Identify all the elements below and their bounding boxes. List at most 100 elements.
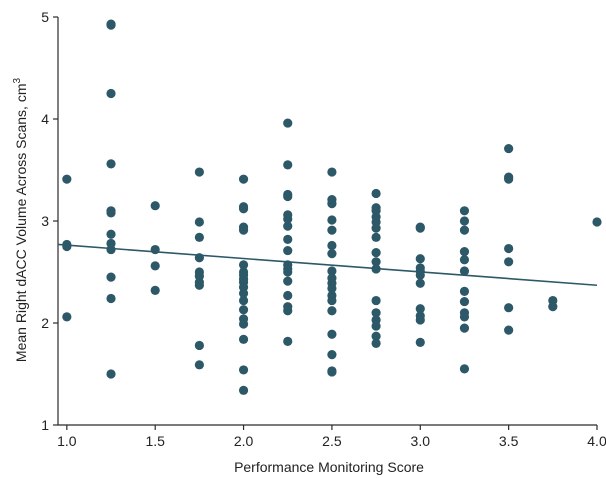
data-point xyxy=(194,217,204,227)
data-point xyxy=(194,232,204,242)
data-point xyxy=(106,159,116,169)
data-point xyxy=(459,216,470,226)
data-point xyxy=(150,244,160,255)
data-point xyxy=(283,118,293,128)
x-tick-label: 3.5 xyxy=(499,433,519,449)
data-point xyxy=(459,296,470,307)
data-point xyxy=(283,336,293,346)
data-point xyxy=(283,267,293,277)
data-point xyxy=(548,302,558,312)
data-point xyxy=(327,367,337,377)
data-point xyxy=(415,278,425,288)
data-point xyxy=(459,255,470,265)
data-point xyxy=(504,143,514,154)
data-point xyxy=(106,229,116,239)
data-point xyxy=(150,201,160,211)
data-point xyxy=(238,288,249,299)
data-point xyxy=(327,215,337,225)
data-point xyxy=(459,247,470,257)
data-point xyxy=(194,253,204,263)
data-point xyxy=(504,303,514,313)
data-point xyxy=(371,188,381,199)
data-point xyxy=(62,312,72,322)
data-point xyxy=(327,306,337,316)
data-point xyxy=(194,340,204,351)
data-point xyxy=(283,214,293,224)
x-tick-label: 2.0 xyxy=(234,433,254,449)
data-point xyxy=(504,243,514,254)
data-point xyxy=(283,306,293,316)
x-tick-label: 1.5 xyxy=(145,433,165,449)
y-tick-label: 5 xyxy=(41,9,49,25)
data-point xyxy=(371,257,381,267)
points-layer xyxy=(62,19,602,395)
data-point xyxy=(371,248,381,258)
data-point xyxy=(62,174,72,184)
data-point xyxy=(327,249,337,259)
data-point xyxy=(283,290,293,301)
data-point xyxy=(459,286,470,296)
data-point xyxy=(283,191,293,202)
data-point xyxy=(371,264,381,274)
data-point xyxy=(327,266,337,276)
data-point xyxy=(106,20,116,30)
y-tick-label: 3 xyxy=(41,213,49,229)
data-point xyxy=(283,160,293,170)
data-point xyxy=(106,244,116,255)
data-point xyxy=(327,225,337,235)
data-point xyxy=(327,350,337,360)
data-point xyxy=(504,257,514,267)
x-tick-label: 2.5 xyxy=(322,433,342,449)
data-point xyxy=(371,321,381,331)
data-point xyxy=(415,223,425,233)
y-tick-label: 4 xyxy=(41,111,49,127)
data-point xyxy=(371,232,381,242)
data-point xyxy=(327,283,337,293)
data-point xyxy=(150,261,160,271)
data-point xyxy=(459,364,470,374)
y-axis-title: Mean Right dACC Volume Across Scans, cm3 xyxy=(12,78,29,363)
data-point xyxy=(504,325,514,335)
data-point xyxy=(238,365,249,375)
data-point xyxy=(459,206,470,216)
data-point xyxy=(459,312,470,322)
x-tick-label: 4.0 xyxy=(587,433,606,449)
data-point xyxy=(504,174,514,184)
data-point xyxy=(106,88,116,99)
data-point xyxy=(194,280,204,290)
data-point xyxy=(592,217,602,227)
data-point xyxy=(238,260,249,270)
data-point xyxy=(283,234,293,244)
y-tick-label: 1 xyxy=(41,417,49,433)
data-point xyxy=(62,241,72,252)
data-point xyxy=(283,221,293,231)
trendline-layer xyxy=(57,243,598,287)
y-axis-title-superscript: 3 xyxy=(12,78,23,84)
data-point xyxy=(327,295,337,306)
data-point xyxy=(238,225,249,235)
data-point xyxy=(106,369,116,379)
data-point xyxy=(283,245,293,256)
data-point xyxy=(238,319,249,329)
y-tick-label: 2 xyxy=(41,315,49,331)
data-point xyxy=(150,285,160,295)
data-point xyxy=(106,293,116,304)
data-point xyxy=(238,305,249,315)
data-point xyxy=(238,204,249,214)
data-point xyxy=(415,304,425,314)
ticks: 1.0 1.5 2.0 2.5 3.0 3.5 4.0 1 2 3 4 5 xyxy=(41,9,606,449)
data-point xyxy=(327,167,337,177)
data-point xyxy=(415,254,425,264)
data-point xyxy=(415,315,425,325)
x-tick-label: 1.0 xyxy=(57,433,77,449)
data-point xyxy=(238,385,249,395)
data-point xyxy=(238,334,249,344)
data-point xyxy=(194,167,204,177)
x-axis-title: Performance Monitoring Score xyxy=(234,459,424,475)
data-point xyxy=(106,208,116,218)
data-point xyxy=(459,225,470,235)
data-point xyxy=(415,270,425,280)
data-point xyxy=(327,329,337,339)
data-point xyxy=(283,276,293,286)
